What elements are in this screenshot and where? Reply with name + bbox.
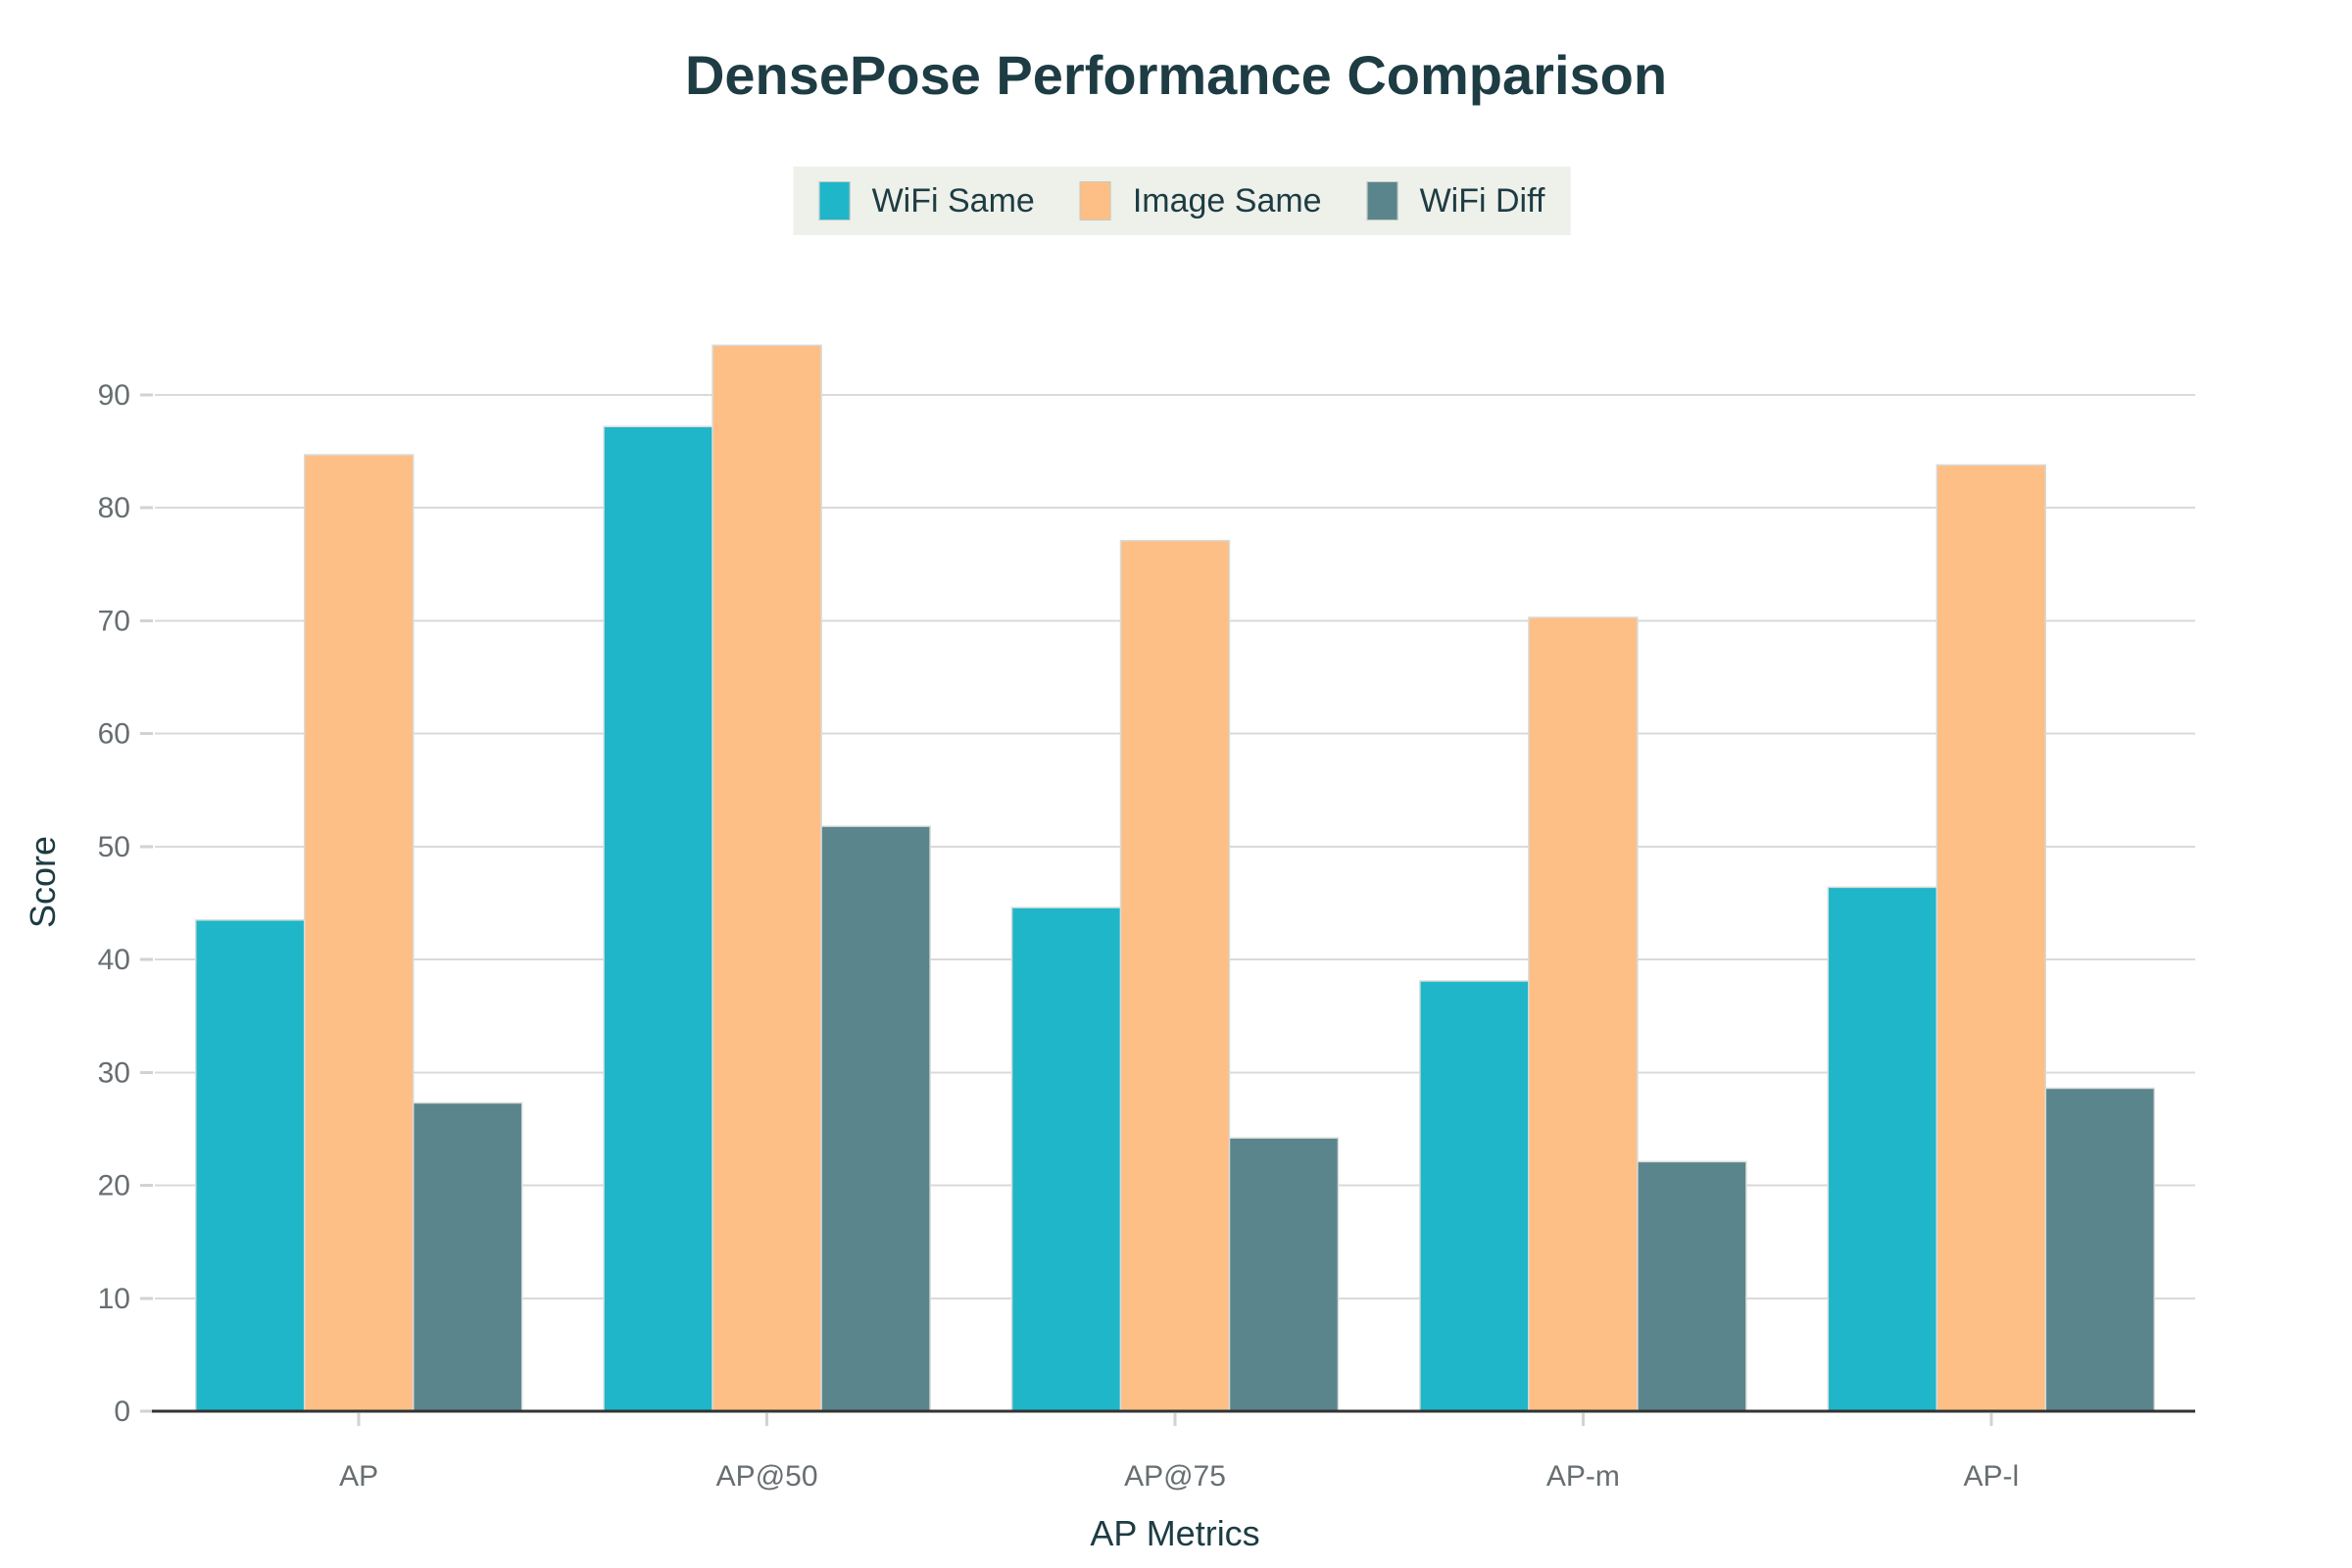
y-tick-label-20: 20 (98, 1170, 130, 1202)
bar-wifi-diff-ap-l (2044, 1087, 2156, 1412)
x-tick-label-ap-l: AP-l (1963, 1460, 2019, 1493)
x-tick-label-ap-m: AP-m (1546, 1460, 1620, 1493)
bar-wifi-same-ap-75 (1010, 906, 1122, 1412)
legend-label-image-same: Image Same (1132, 181, 1322, 220)
x-axis-title: AP Metrics (1090, 1513, 1260, 1553)
bar-image-same-ap-m (1528, 616, 1639, 1412)
legend-item-wifi-same: WiFi Same (818, 181, 1035, 220)
legend-item-wifi-diff: WiFi Diff (1366, 181, 1545, 220)
legend-swatch-wifi-diff (1366, 181, 1398, 220)
legend-item-image-same: Image Same (1079, 181, 1322, 220)
y-tick-label-50: 50 (98, 831, 130, 863)
bar-image-same-ap-l (1936, 464, 2047, 1412)
bar-wifi-diff-ap-50 (820, 825, 931, 1412)
y-tick-label-90: 90 (98, 379, 130, 412)
bar-image-same-ap-50 (711, 344, 822, 1412)
chart-title: DensePose Performance Comparison (684, 44, 1668, 106)
bar-wifi-same-ap-50 (603, 425, 713, 1412)
bar-wifi-same-ap-l (1827, 886, 1938, 1412)
x-tick-label-ap: AP (339, 1460, 378, 1493)
bar-wifi-diff-ap-75 (1228, 1137, 1340, 1412)
y-tick-label-10: 10 (98, 1283, 130, 1315)
bar-image-same-ap-75 (1119, 539, 1231, 1412)
y-tick-label-60: 60 (98, 718, 130, 751)
y-tick-label-0: 0 (114, 1396, 130, 1428)
bar-wifi-diff-ap-m (1637, 1160, 1747, 1412)
bar-wifi-same-ap-m (1419, 980, 1530, 1412)
legend-label-wifi-same: WiFi Same (871, 181, 1035, 220)
y-axis-title: Score (23, 835, 63, 929)
bar-image-same-ap (303, 454, 415, 1412)
bar-wifi-same-ap (194, 919, 306, 1412)
y-tick-label-70: 70 (98, 605, 130, 637)
legend-swatch-wifi-same (818, 181, 851, 220)
legend: WiFi Same Image Same WiFi Diff (793, 167, 1571, 235)
legend-label-wifi-diff: WiFi Diff (1419, 181, 1545, 220)
y-tick-label-30: 30 (98, 1056, 130, 1089)
x-tick-label-ap-75: AP@75 (1124, 1460, 1226, 1493)
bar-wifi-diff-ap (412, 1102, 523, 1412)
y-tick-label-40: 40 (98, 944, 130, 976)
x-tick-label-ap-50: AP@50 (716, 1460, 818, 1493)
y-tick-label-80: 80 (98, 492, 130, 524)
legend-swatch-image-same (1079, 181, 1111, 220)
